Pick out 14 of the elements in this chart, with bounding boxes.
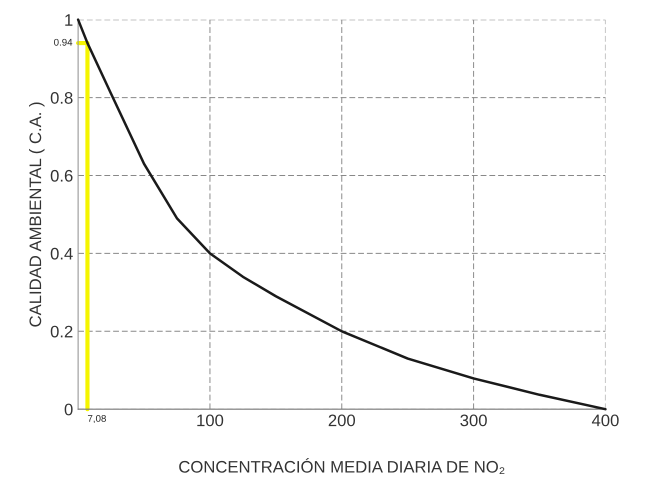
y-tick-label: 1 [65, 14, 72, 26]
y-tick-label: 0.2 [50, 326, 72, 338]
x-tick-label: 400 [592, 414, 619, 426]
x-axis-title: CONCENTRACIÓN MEDIA DIARIA DE NO₂ [179, 458, 504, 474]
x-tick-label: 200 [328, 414, 356, 426]
y-tick-label: 0.8 [50, 92, 73, 104]
y-tick-label: 0 [64, 404, 73, 416]
y-tick-label: 0.4 [50, 248, 73, 260]
x-tick-label: 100 [197, 414, 224, 426]
annotation: 0.94 [54, 38, 72, 46]
x-tick-label: 300 [460, 414, 487, 426]
annotation: 7,08 [88, 415, 106, 424]
y-tick-label: 0.6 [50, 170, 73, 182]
y-axis-title: CALIDAD AMBIENTAL ( C.A. ) [29, 102, 45, 327]
